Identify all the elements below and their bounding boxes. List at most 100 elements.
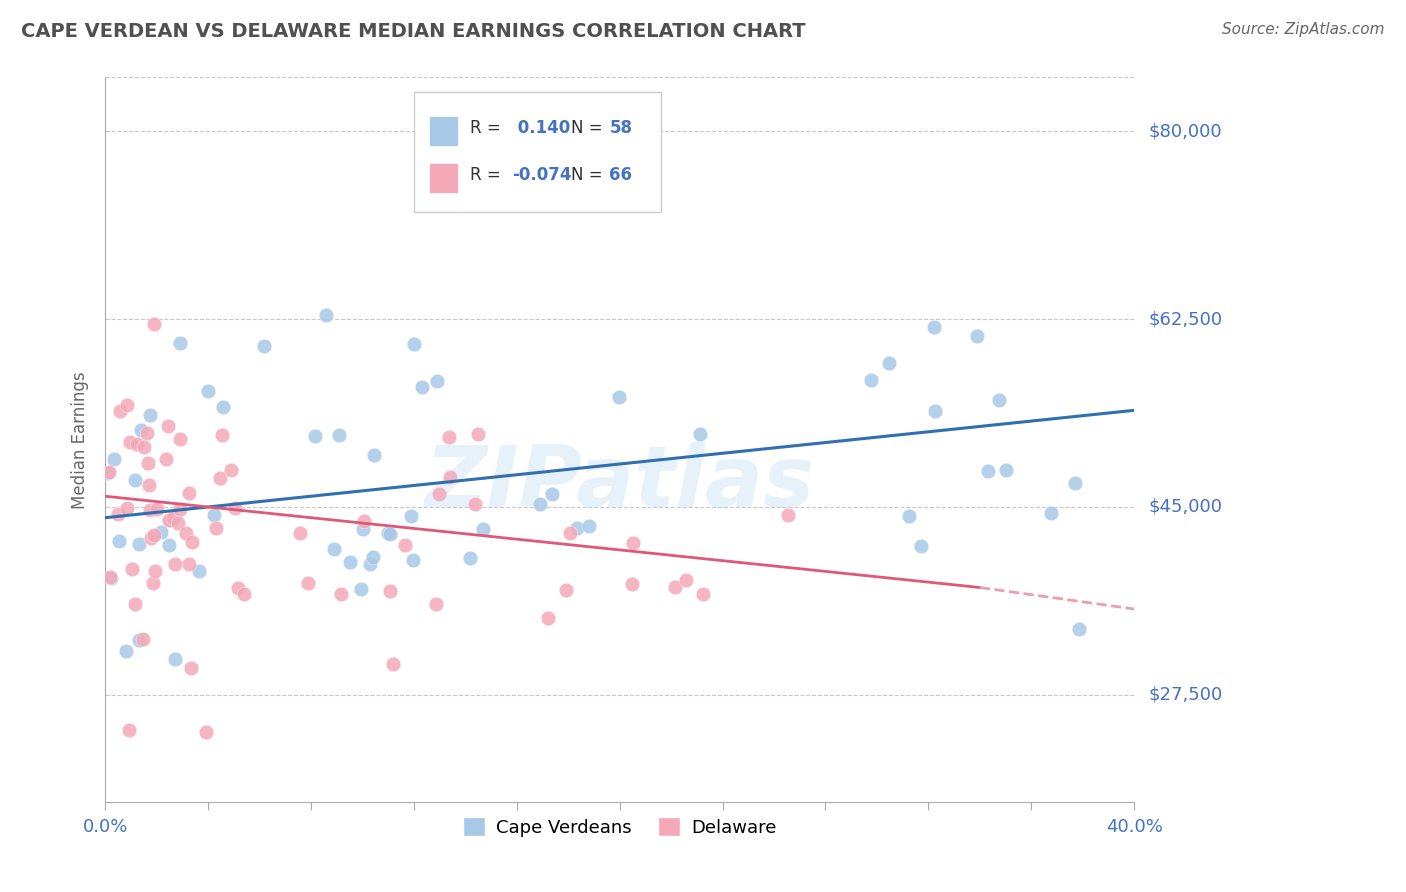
Point <box>472 522 495 536</box>
Point <box>352 522 374 536</box>
Point <box>399 508 422 523</box>
Text: $45,000: $45,000 <box>1149 498 1222 516</box>
Point <box>607 390 630 404</box>
Point <box>146 502 169 516</box>
Text: $27,500: $27,500 <box>1149 686 1222 704</box>
Point <box>328 427 350 442</box>
Point <box>1064 475 1087 490</box>
Point <box>103 451 125 466</box>
Point <box>108 533 131 548</box>
Point <box>363 448 385 462</box>
Point <box>233 587 256 601</box>
Point <box>529 497 551 511</box>
Point <box>187 564 209 578</box>
Point <box>427 487 450 501</box>
Text: $62,500: $62,500 <box>1149 310 1222 328</box>
Text: 0.140: 0.140 <box>512 120 569 137</box>
Point <box>976 464 998 478</box>
Point <box>125 437 148 451</box>
Point <box>121 562 143 576</box>
Point <box>877 355 900 369</box>
Point <box>180 661 202 675</box>
Point <box>536 611 558 625</box>
Point <box>315 309 337 323</box>
Point <box>169 433 191 447</box>
Point <box>621 576 644 591</box>
Point <box>437 430 460 444</box>
Point <box>138 408 160 422</box>
Point <box>139 502 162 516</box>
Text: ZIPatlas: ZIPatlas <box>425 442 815 524</box>
Point <box>565 520 588 534</box>
Point <box>132 440 155 454</box>
Point <box>467 427 489 442</box>
Point <box>339 555 361 569</box>
Point <box>426 374 449 388</box>
Point <box>131 423 153 437</box>
Point <box>994 463 1017 477</box>
Point <box>778 508 800 523</box>
Point <box>621 536 644 550</box>
Point <box>211 400 233 414</box>
Point <box>138 478 160 492</box>
Point <box>155 452 177 467</box>
Point <box>117 501 139 516</box>
Point <box>987 392 1010 407</box>
Point <box>115 398 138 412</box>
Point <box>159 513 181 527</box>
Point <box>664 580 686 594</box>
Point <box>128 537 150 551</box>
Text: CAPE VERDEAN VS DELAWARE MEDIAN EARNINGS CORRELATION CHART: CAPE VERDEAN VS DELAWARE MEDIAN EARNINGS… <box>21 22 806 41</box>
Legend: Cape Verdeans, Delaware: Cape Verdeans, Delaware <box>456 810 783 844</box>
Point <box>118 723 141 738</box>
Point <box>458 551 481 566</box>
Point <box>202 508 225 523</box>
Point <box>897 509 920 524</box>
Point <box>108 403 131 417</box>
Point <box>169 336 191 351</box>
Point <box>139 531 162 545</box>
Point <box>290 526 312 541</box>
Point <box>382 657 405 672</box>
Point <box>211 427 233 442</box>
Point <box>425 597 447 611</box>
Point <box>578 519 600 533</box>
Point <box>142 317 165 331</box>
Point <box>692 587 714 601</box>
Point <box>169 502 191 516</box>
Point <box>910 540 932 554</box>
Point <box>1039 506 1062 520</box>
Point <box>219 463 242 477</box>
Point <box>353 514 375 528</box>
Point <box>209 471 232 485</box>
Point <box>924 319 946 334</box>
Point <box>361 550 384 565</box>
Point <box>252 339 274 353</box>
Point <box>142 575 165 590</box>
Point <box>297 576 319 591</box>
Point <box>176 525 198 540</box>
Point <box>177 557 200 571</box>
Text: 66: 66 <box>609 166 633 185</box>
Point <box>124 473 146 487</box>
Point <box>226 581 249 595</box>
Point <box>157 419 180 434</box>
Point <box>136 425 159 440</box>
Text: N =: N = <box>571 166 609 185</box>
Point <box>378 584 401 599</box>
Point <box>859 373 882 387</box>
Point <box>464 497 486 511</box>
Point <box>197 384 219 398</box>
Point <box>157 538 180 552</box>
Point <box>675 573 697 587</box>
Point <box>560 526 582 541</box>
Point <box>166 516 188 531</box>
Point <box>377 526 399 541</box>
Point <box>177 485 200 500</box>
Point <box>165 652 187 666</box>
Point <box>204 521 226 535</box>
Point <box>411 380 433 394</box>
Point <box>98 465 121 479</box>
Point <box>194 725 217 739</box>
FancyBboxPatch shape <box>413 92 661 211</box>
